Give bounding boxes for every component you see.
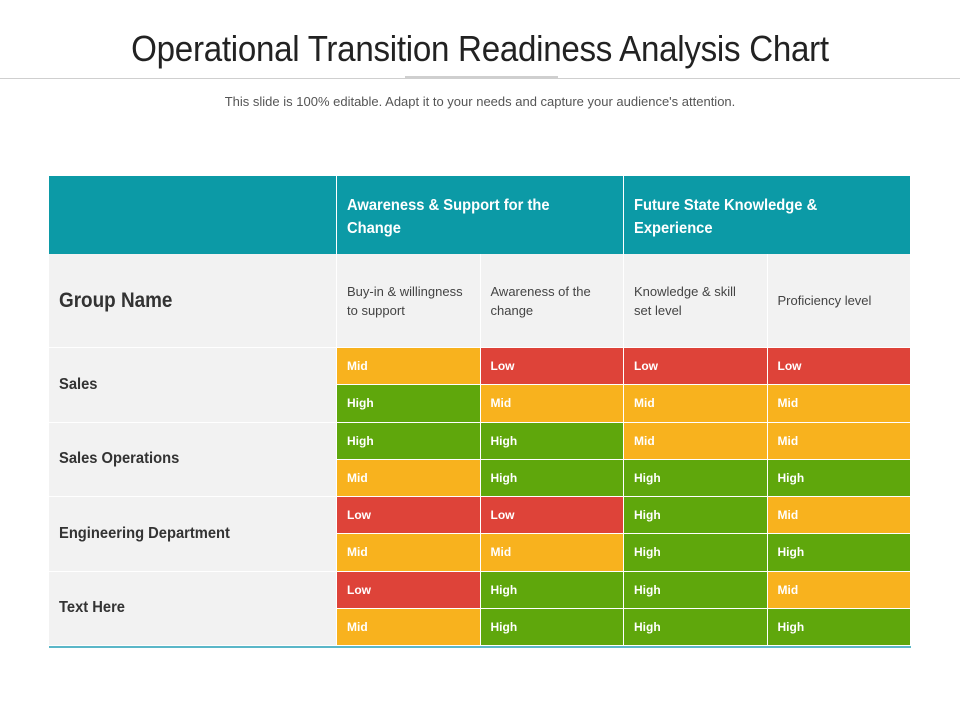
slide-subtitle: This slide is 100% editable. Adapt it to… [224,94,736,109]
header-group-2: Future State Knowledge & Experience [624,176,910,254]
group-label-text: Text Here [59,599,125,617]
rating-cell: High [480,422,623,459]
rating-cell: High [480,459,623,496]
group-name-header-text: Group Name [59,288,173,312]
rating-cell: High [480,608,623,645]
rating-cell: Mid [767,571,910,608]
rating-cell: Low [337,571,480,608]
group-name-header: Group Name [49,254,336,347]
column-header-1: Buy-in & willingness to support [337,254,480,347]
rating-cell: High [767,534,910,571]
rating-cell: Mid [624,422,767,459]
column-header-2: Awareness of the change [480,254,623,347]
rating-cell: High [624,459,767,496]
group-label-text: Engineering Department [59,524,230,542]
column-header-4: Proficiency level [767,254,910,347]
header-corner [49,176,336,254]
title-divider [0,78,960,79]
rating-cell: High [480,571,623,608]
table-bottom-border [49,646,911,648]
column-header-3: Knowledge & skill set level [624,254,767,347]
rating-cell: Mid [480,534,623,571]
header-group-1-text: Awareness & Support for the Change [347,197,550,237]
rating-cell: Low [480,348,623,385]
group-label: Sales [49,348,336,422]
rating-cell: Mid [767,497,910,534]
rating-cell: High [624,608,767,645]
slide-title: Operational Transition Readiness Analysi… [131,28,829,69]
readiness-table: Awareness & Support for the Change Future… [49,176,911,646]
rating-cell: Low [624,348,767,385]
rating-cell: Mid [337,348,480,385]
group-label: Text Here [49,571,336,645]
rating-cell: Low [337,497,480,534]
rating-cell: High [624,534,767,571]
group-label-text: Sales Operations [59,450,180,468]
rating-cell: Mid [767,385,910,422]
rating-cell: Mid [767,422,910,459]
rating-cell: High [767,608,910,645]
rating-cell: Low [767,348,910,385]
rating-cell: High [624,497,767,534]
group-label-text: Sales [59,375,98,393]
group-label: Engineering Department [49,497,336,571]
rating-cell: High [624,571,767,608]
rating-cell: Mid [337,608,480,645]
rating-cell: Mid [480,385,623,422]
rating-cell: Mid [337,534,480,571]
rating-cell: High [337,422,480,459]
rating-cell: Mid [624,385,767,422]
rating-cell: High [337,385,480,422]
group-label: Sales Operations [49,422,336,496]
rating-cell: Low [480,497,623,534]
header-group-1: Awareness & Support for the Change [337,176,623,254]
header-group-2-text: Future State Knowledge & Experience [634,197,818,237]
rating-cell: Mid [337,459,480,496]
rating-cell: High [767,459,910,496]
title-accent-line [405,76,558,78]
